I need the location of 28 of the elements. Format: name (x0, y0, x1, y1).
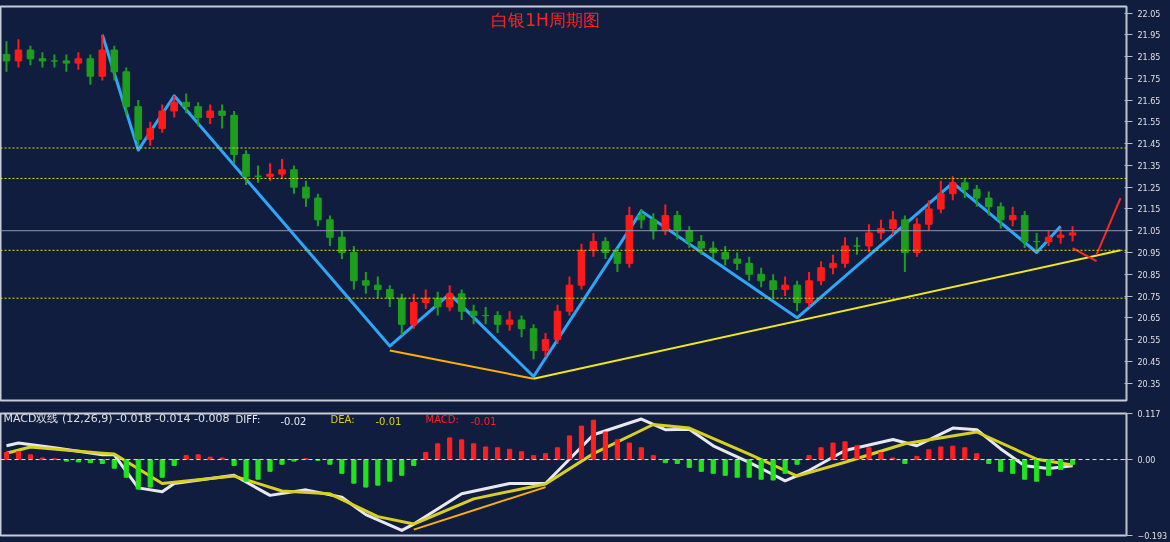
y-tick-label: 21.45 (1137, 140, 1161, 150)
text: DIFF: (235, 413, 261, 425)
y-tick-label: 20.85 (1137, 270, 1161, 280)
y-tick-label: 21.35 (1137, 161, 1161, 171)
y-tick-label: 20.45 (1137, 357, 1161, 367)
y-tick-label: 20.75 (1137, 292, 1161, 302)
y-tick-label: 21.75 (1137, 74, 1161, 84)
y-tick-label: 20.95 (1137, 248, 1161, 258)
y-tick-label: 21.65 (1137, 96, 1161, 106)
y-tick-label: 20.55 (1137, 336, 1161, 346)
annotation: -0.02 (280, 415, 307, 427)
y-tick-label: 22.05 (1137, 9, 1161, 19)
y-tick-label: 0.117 (1137, 410, 1161, 419)
y-tick-label: 21.55 (1137, 118, 1161, 128)
chart-title: 白银1H周期图 (491, 9, 600, 30)
y-tick-label: 21.25 (1137, 183, 1161, 193)
y-tick-label: 21.05 (1137, 227, 1161, 237)
text: DEA: (330, 413, 355, 425)
y-tick-label: 21.85 (1137, 53, 1161, 63)
y-tick-label: 21.15 (1137, 205, 1161, 215)
y-tick-label: 21.95 (1137, 31, 1161, 41)
annotation: -0.01 (470, 415, 497, 427)
annotation: -0.01 (375, 415, 402, 427)
y-tick-label: 0.00 (1137, 456, 1156, 466)
y-tick-label: 20.35 (1137, 379, 1161, 389)
y-tick-label: 20.65 (1137, 314, 1161, 324)
y-tick-label: −0.193 (1137, 532, 1168, 541)
series-label: MACD: (425, 413, 459, 425)
